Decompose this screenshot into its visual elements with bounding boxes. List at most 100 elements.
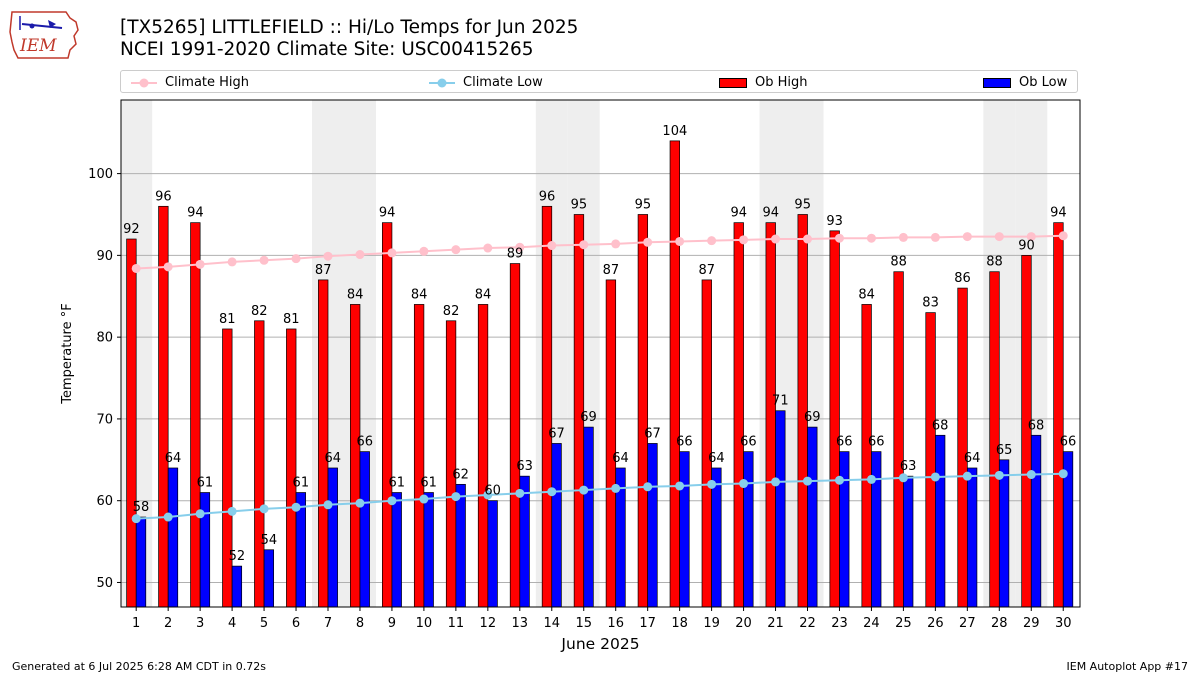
bar-label-ob-low: 60 (484, 484, 501, 499)
climate-low-line (136, 472, 1064, 520)
legend-swatch-icon (719, 77, 747, 88)
bar-label-ob-low: 66 (676, 435, 693, 450)
legend-label: Climate High (165, 75, 250, 90)
climate-high-point (323, 251, 333, 261)
climate-low-point (962, 471, 972, 481)
bar-label-ob-high: 94 (1050, 206, 1067, 221)
climate-low-point (323, 500, 333, 510)
bar-label-ob-high: 104 (662, 124, 687, 139)
bar-label-ob-low: 63 (516, 459, 533, 474)
climate-low-point (515, 488, 525, 498)
bar-ob-high (190, 222, 201, 608)
bar-label-ob-high: 95 (794, 197, 811, 212)
bar-ob-low (775, 410, 786, 608)
bar-ob-high (669, 140, 680, 608)
climate-low-point (419, 494, 429, 504)
bar-label-ob-high: 87 (699, 263, 716, 278)
bar-label-ob-low: 61 (420, 476, 437, 491)
climate-high-point (387, 248, 397, 258)
bar-label-ob-high: 82 (443, 304, 460, 319)
y-axis-label: Temperature °F (60, 303, 75, 404)
x-axis-label: June 2025 (560, 635, 639, 653)
climate-high-point (547, 241, 557, 251)
bar-ob-low (966, 467, 978, 608)
bar-ob-high (509, 263, 521, 608)
climate-high-point (771, 234, 781, 244)
bar-ob-high (477, 304, 489, 608)
climate-low-point (771, 477, 781, 487)
climate-high-point (739, 235, 749, 245)
climate-low-point (451, 492, 461, 502)
y-tick-label: 90 (96, 249, 113, 264)
bar-label-ob-low: 67 (644, 426, 661, 441)
bar-label-ob-high: 88 (986, 255, 1003, 270)
bar-ob-low (455, 483, 466, 608)
plot-frame (120, 99, 1081, 608)
climate-low-point (291, 502, 301, 512)
bar-ob-low (871, 451, 882, 608)
bar-label-ob-high: 95 (635, 197, 652, 212)
climate-low-point (131, 514, 141, 524)
climate-high-point (707, 236, 717, 246)
climate-low-point (547, 487, 557, 497)
legend-label: Ob Low (1019, 75, 1068, 90)
legend-swatch-icon (983, 77, 1011, 88)
climate-high-point (611, 239, 621, 249)
y-tick-label: 80 (96, 331, 113, 346)
bar-label-ob-low: 64 (612, 451, 629, 466)
climate-high-point (834, 233, 844, 243)
climate-high-point (291, 254, 301, 264)
bar-ob-high (126, 238, 137, 608)
climate-low-point (163, 512, 173, 522)
bar-ob-high (637, 214, 649, 608)
x-tick-label: 29 (1023, 616, 1040, 631)
x-tick-label: 28 (991, 616, 1008, 631)
x-tick-label: 3 (196, 616, 204, 631)
y-tick-label: 60 (96, 494, 113, 509)
climate-low-point (803, 476, 812, 486)
climate-low-point (994, 470, 1004, 480)
bar-label-ob-high: 81 (283, 312, 300, 327)
legend-item-ob-low: Ob Low (983, 71, 1067, 94)
climate-low-point (227, 506, 237, 516)
bar-label-ob-low: 52 (229, 549, 246, 564)
bar-ob-low (903, 475, 914, 608)
bar-label-ob-high: 94 (379, 206, 396, 221)
chart-subtitle: NCEI 1991-2020 Climate Site: USC00415265 (120, 39, 534, 60)
bar-label-ob-low: 65 (996, 443, 1013, 458)
bar-ob-high (413, 304, 425, 608)
legend-item-climate-low: Climate Low (429, 71, 543, 94)
bar-label-ob-low: 66 (836, 435, 853, 450)
x-tick-label: 17 (639, 616, 656, 631)
bar-label-ob-low: 69 (580, 410, 597, 425)
x-tick-label: 16 (607, 616, 624, 631)
bar-ob-low (487, 500, 498, 608)
bar-label-ob-high: 95 (571, 197, 588, 212)
climate-low-point (643, 482, 653, 492)
bar-ob-high (254, 320, 265, 608)
climate-high-point (898, 232, 908, 242)
x-tick-label: 14 (543, 616, 560, 631)
bar-label-ob-high: 86 (954, 271, 971, 286)
legend-item-climate-high: Climate High (131, 71, 249, 94)
bar-ob-high (1053, 222, 1064, 608)
climate-low-point (1058, 469, 1068, 479)
climate-high-point (962, 232, 972, 242)
legend-label: Climate Low (463, 75, 543, 90)
bar-ob-low (391, 492, 402, 608)
climate-high-point (643, 237, 653, 247)
bar-label-ob-high: 84 (347, 287, 364, 302)
climate-low-point (611, 483, 621, 493)
climate-high-point (163, 262, 173, 272)
climate-high-point (259, 255, 269, 265)
bar-ob-low (583, 426, 594, 608)
bar-label-ob-high: 90 (1018, 238, 1035, 253)
bar-label-ob-high: 81 (219, 312, 236, 327)
climate-low-point (259, 504, 269, 514)
bar-label-ob-low: 64 (708, 451, 725, 466)
bar-label-ob-high: 89 (507, 247, 524, 262)
x-tick-label: 9 (388, 616, 396, 631)
climate-high-point (930, 232, 940, 242)
climate-high-point (483, 243, 493, 253)
